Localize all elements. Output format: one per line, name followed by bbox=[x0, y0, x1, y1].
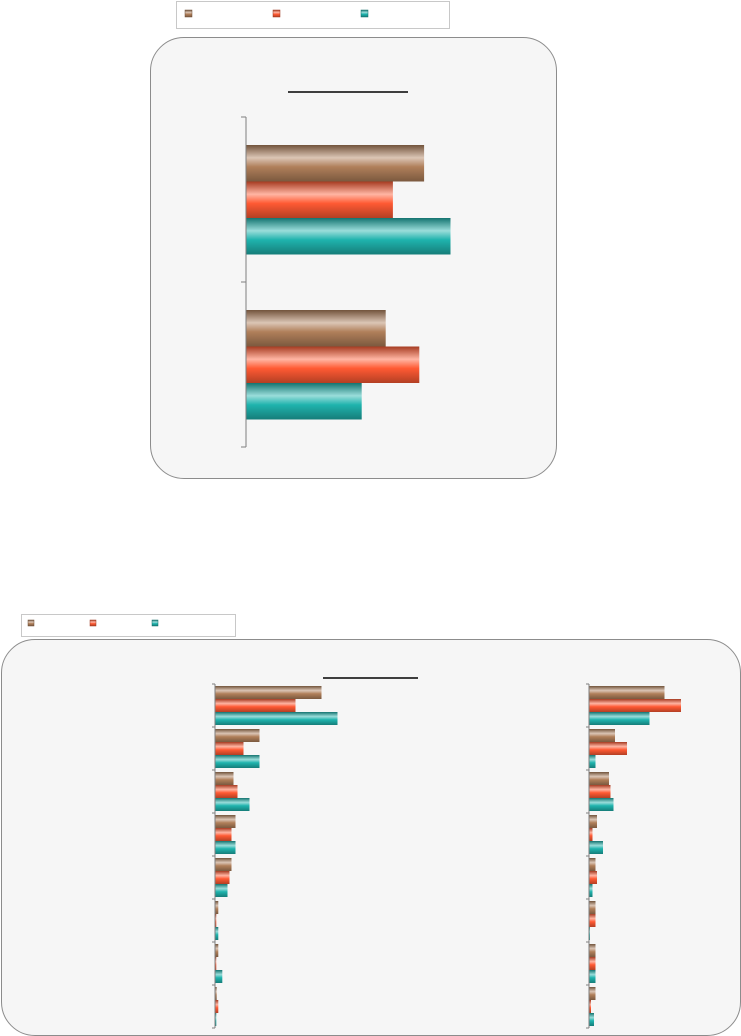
chart2-right-bar-s3-c3 bbox=[589, 798, 614, 811]
chart2-right-bar-s2-c4 bbox=[589, 828, 593, 841]
chart2-left-bar-s3-c5 bbox=[215, 884, 228, 897]
chart2-left-bar-s1-c5 bbox=[215, 858, 232, 871]
chart2-right-bar-s2-c3 bbox=[589, 785, 611, 798]
legend-bottom-swatch-2 bbox=[89, 619, 97, 627]
chart2-left-bar-s2-c7 bbox=[215, 957, 217, 970]
chart2-right-bar-s3-c8 bbox=[589, 1013, 594, 1026]
chart2-right-bar-s1-c8 bbox=[589, 987, 596, 1000]
chart2-right-bar-s1-c5 bbox=[589, 858, 596, 871]
legend-top-swatch-3 bbox=[360, 9, 369, 18]
chart2-left-bar-s3-c2 bbox=[215, 755, 260, 768]
chart2-right-bar-s1-c1 bbox=[589, 686, 665, 699]
chart2-right-bar-s3-c5 bbox=[589, 884, 593, 897]
chart2-right-bar-s2-c5 bbox=[589, 871, 597, 884]
chart2-left-bar-s3-c3 bbox=[215, 798, 250, 811]
chart2-left-bar-s3-c4 bbox=[215, 841, 236, 854]
chart2-left-bar-s3-c6 bbox=[215, 927, 219, 940]
chart2-left-bar-s1-c2 bbox=[215, 729, 260, 742]
legend-top-swatch-2 bbox=[272, 9, 281, 18]
chart2-right-bar-s2-c8 bbox=[589, 1000, 591, 1013]
chart2-left-bar-s1-c6 bbox=[215, 901, 219, 914]
legend-top-chart bbox=[176, 1, 450, 29]
chart1-bar-s1-c1 bbox=[246, 145, 425, 182]
chart2-left-bar-s2-c2 bbox=[215, 742, 244, 755]
chart2-left-bar-s2-c4 bbox=[215, 828, 232, 841]
chart2-left-bar-s2-c8 bbox=[215, 1000, 219, 1013]
chart2-right-bar-s1-c4 bbox=[589, 815, 597, 828]
chart2-right-bar-s3-c7 bbox=[589, 970, 596, 983]
chart2-right-bar-s1-c6 bbox=[589, 901, 596, 914]
chart2-right-bar-s3-c2 bbox=[589, 755, 596, 768]
chart2-right-bar-s1-c2 bbox=[589, 729, 615, 742]
chart2-left-bar-s1-c7 bbox=[215, 944, 219, 957]
chart2-left-bar-s1-c8 bbox=[215, 987, 217, 1000]
chart2-left-bar-s2-c3 bbox=[215, 785, 238, 798]
chart2-left-bar-s2-c1 bbox=[215, 699, 296, 712]
chart1-bar-s3-c1 bbox=[246, 218, 451, 255]
chart2-right-bar-s1-c3 bbox=[589, 772, 609, 785]
chart2-left-bar-s1-c4 bbox=[215, 815, 236, 828]
chart2-right-bar-s2-c6 bbox=[589, 914, 596, 927]
legend-bottom-chart bbox=[21, 614, 236, 637]
chart2-left-bar-s2-c6 bbox=[215, 914, 217, 927]
chart2-left-bar-s3-c8 bbox=[215, 1013, 217, 1026]
legend-bottom-swatch-1 bbox=[27, 619, 35, 627]
chart2-right-bar-s3-c1 bbox=[589, 712, 650, 725]
legend-top-swatch-1 bbox=[184, 9, 193, 18]
chart1-bar-s2-c1 bbox=[246, 181, 393, 218]
chart2-right-bar-s2-c2 bbox=[589, 742, 627, 755]
chart2-right-bar-s3-c4 bbox=[589, 841, 603, 854]
chart2-left-bar-s3-c1 bbox=[215, 712, 338, 725]
chart2-left-bar-s1-c1 bbox=[215, 686, 322, 699]
chart2-right-bar-s2-c7 bbox=[589, 957, 596, 970]
chart1-bar-s2-c2 bbox=[246, 346, 420, 383]
legend-bottom-swatch-3 bbox=[151, 619, 159, 627]
chart2-right-bar-s2-c1 bbox=[589, 699, 681, 712]
chart2-left-bar-s3-c7 bbox=[215, 970, 223, 983]
chart1-bar-s1-c2 bbox=[246, 310, 386, 347]
chart2-left-bar-s1-c3 bbox=[215, 772, 234, 785]
chart1-bar-s3-c2 bbox=[246, 383, 362, 420]
chart2-left-bar-s2-c5 bbox=[215, 871, 230, 884]
chart2-right-bar-s1-c7 bbox=[589, 944, 596, 957]
